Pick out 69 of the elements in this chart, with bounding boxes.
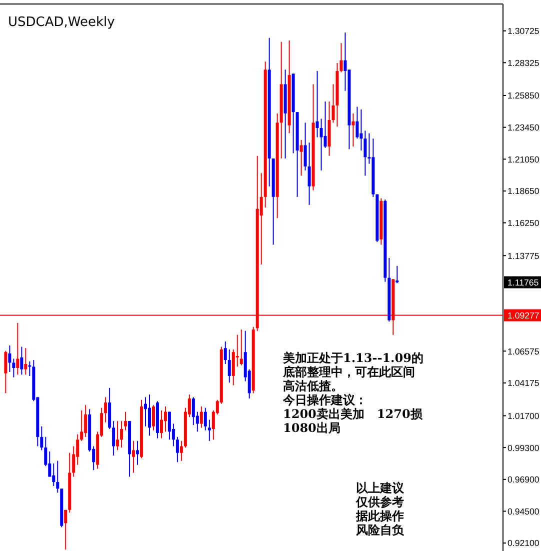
candlestick [12,358,16,378]
annotation: 今日操作建议： [282,393,367,407]
candlestick [164,406,167,432]
y-tick-label: 1.23450 [508,122,540,133]
candlestick [204,407,207,431]
candlestick [192,396,195,426]
candlestick [224,340,227,365]
candlestick [396,265,399,284]
ref-line-label: 1.09277 [508,310,540,320]
candlestick [332,84,335,124]
candlestick [8,344,12,372]
y-tick-label: 0.96900 [508,474,540,485]
candlestick [304,122,307,171]
candlestick [340,42,343,73]
candlestick [144,396,147,427]
candlestick [308,142,311,206]
y-tick-label: 0.94500 [508,506,540,516]
y-tick-label: 0.99300 [508,442,540,453]
candlestick [132,440,136,474]
candlestick [124,411,128,431]
candlestick [160,410,163,439]
candlestick [168,411,171,440]
candlestick [152,404,155,431]
y-tick-label: 1.30725 [508,26,540,36]
candlestick [208,419,211,442]
text: 1.11765 [508,277,539,288]
candlestick [56,460,60,494]
candlestick [4,350,8,394]
candlestick [84,404,88,438]
candlestick [364,130,367,176]
y-tick-label: 1.21050 [508,154,540,164]
candlestick [180,440,183,462]
candlestick [52,462,56,487]
y-tick-label: 1.25850 [508,90,540,101]
candlestick [16,322,20,376]
candlestick [200,406,203,428]
annotation: 美加正处于1.13--1.09的底部整理中，可在此区间高沽低揸。 [282,351,424,393]
y-tick-label: 1.06575 [508,346,540,356]
candlestick [240,329,243,366]
candlestick [232,348,235,386]
y-tick-label: 0.92100 [508,538,540,548]
y-tick-label: 1.18650 [508,186,540,196]
candlestick [148,394,151,436]
candlestick [104,396,108,423]
candlestick [300,139,303,176]
candlestick [352,112,355,148]
y-tick-label: 1.13775 [508,250,540,261]
text: USDCAD,Weekly [8,15,116,30]
annotation: 1080出局 [283,421,340,435]
y-tick-label: 1.04175 [508,378,540,388]
y-tick-label: 1.01700 [508,410,540,421]
candlestick [20,346,24,376]
candlestick [64,509,68,550]
candlestick [136,440,140,466]
y-tick-label: 1.28325 [508,58,540,68]
candlestick [176,436,179,463]
annotation: 1200卖出美加 1270损 [283,407,424,421]
candlestick [360,108,363,152]
candlestick [40,426,44,451]
candlestick [356,106,359,140]
y-tick-label: 1.16250 [508,218,540,228]
candlestick [112,420,116,456]
annotation: 以上建议仅供参考据此操作风险自负 [355,481,405,537]
candlestick [80,410,84,442]
candlestick [316,70,319,138]
candlestick [228,348,231,384]
candlestick [120,420,124,448]
candlestick [24,348,28,376]
candlestick [116,420,120,451]
